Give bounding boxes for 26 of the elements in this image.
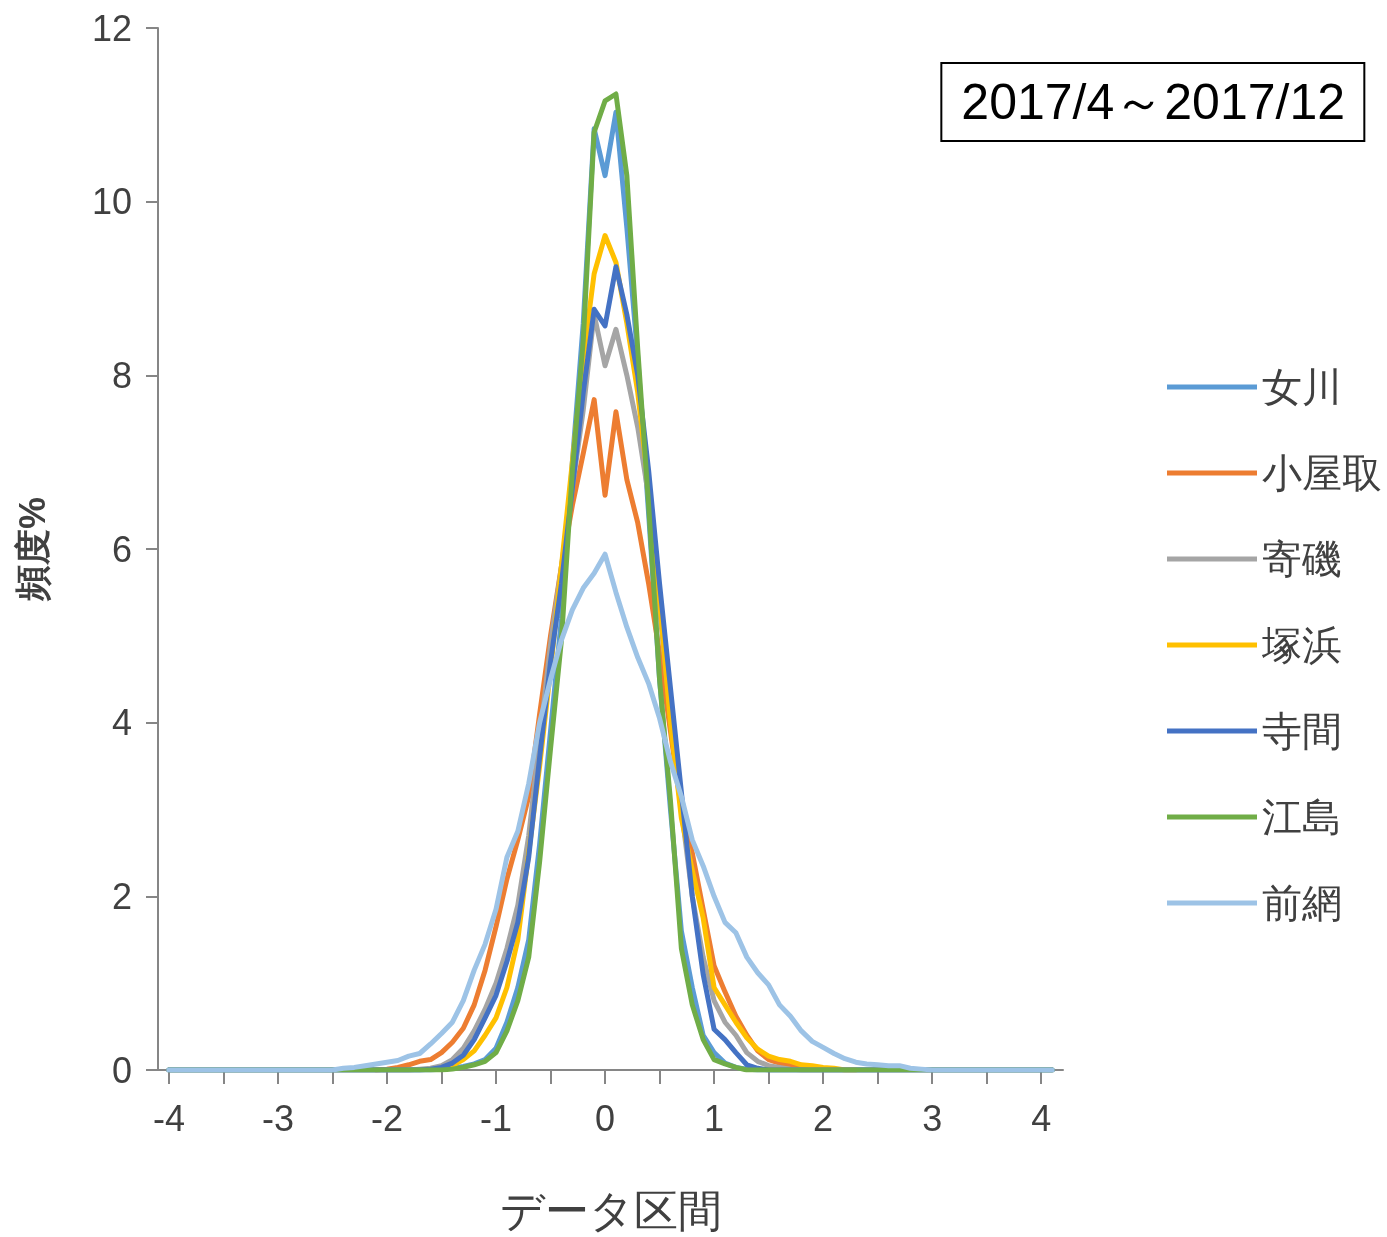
text: 2017/4～2017/12 <box>961 74 1345 130</box>
y-tick-label: 2 <box>111 875 132 917</box>
x-tick-label: -2 <box>370 1097 403 1139</box>
legend-label: 寺間 <box>1262 709 1342 753</box>
y-tick-label: 4 <box>111 702 132 744</box>
x-tick-label: -4 <box>152 1097 185 1139</box>
legend-label: 女川 <box>1262 365 1342 409</box>
y-tick-label: 0 <box>111 1049 132 1091</box>
x-tick-label: -3 <box>261 1097 294 1139</box>
legend-label: 江島 <box>1262 795 1342 839</box>
x-tick-label: 0 <box>595 1097 616 1139</box>
legend-label: 塚浜 <box>1261 623 1342 667</box>
x-tick-label: -1 <box>480 1097 513 1139</box>
y-tick-label: 10 <box>91 181 132 223</box>
y-tick-label: 8 <box>111 354 132 396</box>
x-tick-label: 1 <box>704 1097 725 1139</box>
legend-label: 小屋取 <box>1262 451 1382 495</box>
legend-label: 寄磯 <box>1262 537 1342 581</box>
x-tick-label: 4 <box>1031 1097 1052 1139</box>
x-tick-label: 2 <box>813 1097 834 1139</box>
y-tick-label: 12 <box>91 7 132 49</box>
legend-label: 前網 <box>1262 881 1342 925</box>
y-tick-label: 6 <box>111 528 132 570</box>
x-axis-title: データ区間 <box>499 1185 722 1235</box>
x-tick-label: 3 <box>922 1097 943 1139</box>
y-axis-title: 頻度% <box>11 496 53 603</box>
